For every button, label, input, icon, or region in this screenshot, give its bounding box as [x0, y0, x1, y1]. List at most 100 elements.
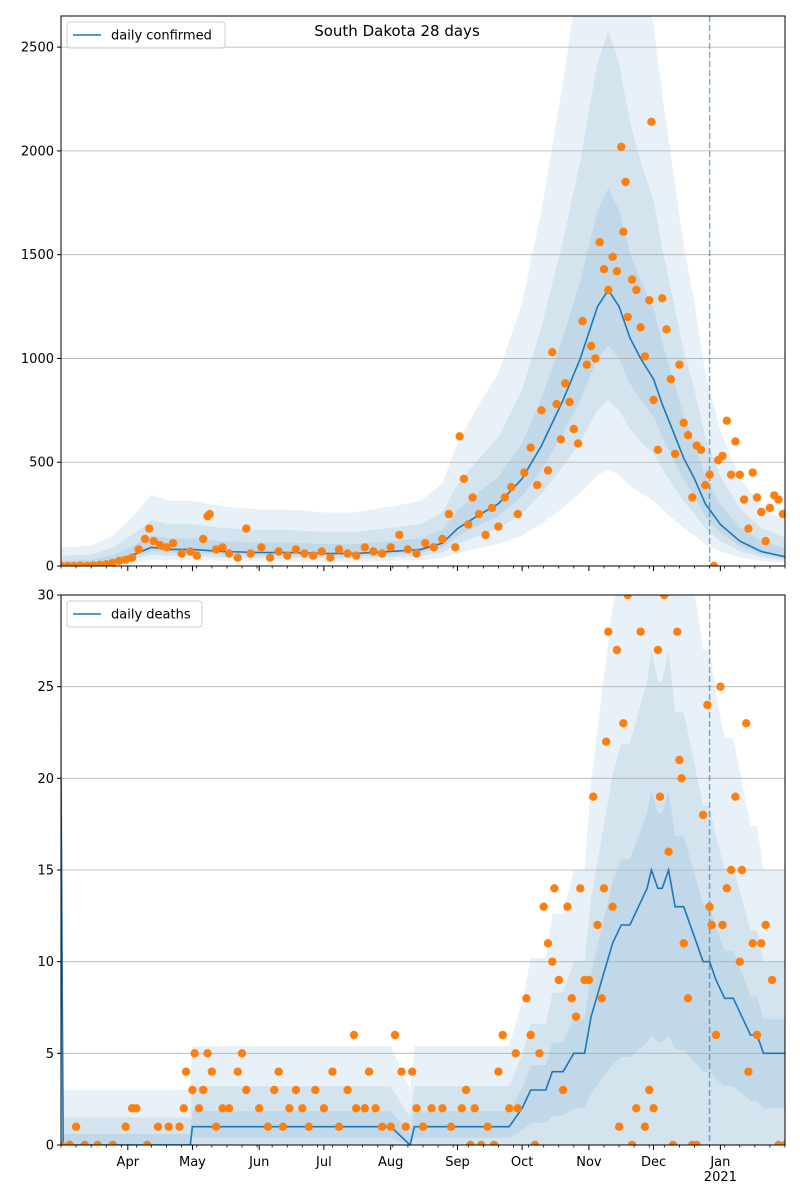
data-point — [683, 431, 693, 440]
data-point — [438, 534, 447, 544]
data-point — [461, 1085, 471, 1095]
data-point — [726, 865, 736, 875]
data-point — [274, 1067, 283, 1076]
data-point — [567, 994, 576, 1003]
data-point — [586, 341, 596, 351]
data-point — [608, 902, 617, 911]
data-point — [481, 530, 490, 540]
data-point — [757, 507, 766, 517]
data-point — [194, 1104, 204, 1113]
x-tick-label: Dec — [641, 1155, 666, 1170]
data-point — [319, 1104, 329, 1113]
y-tick-label: 0 — [46, 560, 54, 575]
data-point — [522, 994, 531, 1003]
x-tick-label: Jul — [315, 1155, 332, 1170]
data-point — [705, 470, 714, 479]
data-point — [418, 1122, 428, 1131]
data-point — [722, 884, 731, 893]
data-point — [483, 1122, 492, 1131]
data-point — [530, 1140, 540, 1145]
data-point — [649, 1104, 658, 1113]
data-point — [563, 902, 572, 911]
data-point — [401, 1122, 410, 1131]
data-point — [513, 509, 522, 519]
data-point — [134, 545, 143, 554]
data-point — [145, 524, 154, 533]
data-point — [716, 682, 725, 691]
data-point — [576, 884, 585, 893]
data-point — [224, 549, 234, 558]
data-point — [767, 975, 777, 985]
x-tick-label: Nov — [576, 1155, 602, 1170]
data-point — [623, 595, 632, 600]
data-point — [181, 1067, 191, 1076]
data-point — [636, 323, 645, 332]
data-point — [155, 541, 165, 550]
data-point — [494, 522, 503, 531]
data-point — [778, 509, 785, 519]
data-point — [647, 117, 656, 127]
data-point — [265, 553, 275, 562]
legend-box — [66, 21, 226, 49]
data-point — [218, 1104, 227, 1113]
legend-label: daily deaths — [111, 608, 191, 623]
data-point — [89, 561, 98, 566]
data-point — [757, 939, 766, 948]
data-point — [477, 1140, 486, 1145]
data-point — [82, 561, 92, 566]
data-point — [761, 536, 770, 546]
data-point — [108, 1140, 117, 1145]
data-point — [377, 549, 387, 558]
data-point — [513, 1104, 522, 1113]
data-point — [186, 547, 195, 556]
data-point — [199, 1085, 208, 1095]
data-point — [602, 737, 611, 746]
data-point — [468, 493, 477, 502]
data-point — [61, 1140, 66, 1145]
data-point — [617, 142, 626, 151]
data-point — [505, 1104, 514, 1113]
data-point — [537, 406, 546, 415]
legend-label: daily confirmed — [111, 29, 212, 44]
data-point — [744, 1067, 753, 1076]
data-point — [679, 939, 688, 948]
data-point — [707, 920, 716, 930]
data-point — [408, 1067, 417, 1076]
data-point — [673, 627, 682, 636]
x-year-label: 2021 — [704, 1170, 737, 1185]
data-point — [489, 1140, 499, 1145]
data-point — [343, 1085, 352, 1095]
data-point — [127, 553, 137, 562]
data-point — [291, 1085, 301, 1095]
data-point — [121, 555, 130, 564]
data-point — [487, 503, 497, 513]
uncertainty-band — [61, 16, 785, 566]
data-point — [703, 700, 712, 710]
data-point — [237, 1049, 247, 1058]
y-tick-label: 30 — [37, 589, 54, 604]
data-point — [395, 530, 404, 540]
data-point — [584, 975, 594, 985]
data-point — [548, 957, 557, 966]
data-point — [571, 1012, 581, 1021]
data-point — [655, 792, 665, 801]
y-tick-label: 500 — [29, 456, 54, 471]
data-point — [591, 354, 600, 363]
data-point — [653, 645, 663, 655]
x-tick-label: Oct — [511, 1155, 533, 1170]
data-point — [326, 553, 335, 562]
data-point — [666, 375, 675, 384]
data-point — [386, 1122, 395, 1131]
data-point — [744, 524, 753, 533]
data-point — [218, 543, 227, 552]
data-point — [774, 495, 783, 504]
data-point — [573, 439, 583, 448]
uncertainty-band — [61, 31, 785, 566]
data-point — [552, 399, 561, 409]
data-point — [291, 545, 301, 554]
data-point — [360, 1104, 369, 1113]
data-point — [679, 418, 688, 427]
data-point — [438, 1104, 447, 1113]
y-tick-label: 2000 — [21, 144, 54, 159]
data-point — [752, 493, 762, 502]
